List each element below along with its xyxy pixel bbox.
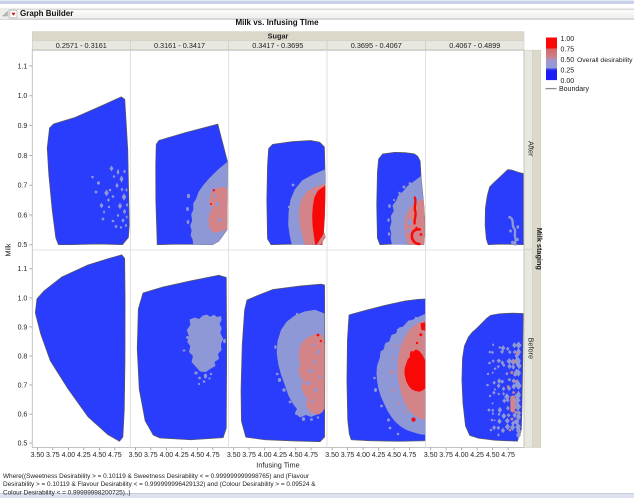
svg-text:0.50: 0.50 — [561, 57, 575, 64]
svg-text:3.50: 3.50 — [325, 452, 339, 459]
svg-text:4.25: 4.25 — [77, 452, 91, 459]
svg-text:3.50: 3.50 — [424, 452, 438, 459]
svg-text:3.50: 3.50 — [227, 452, 241, 459]
svg-text:Colour Desirability < = 0.9999: Colour Desirability < = 0.99999998200725… — [3, 489, 131, 496]
svg-text:0.8: 0.8 — [18, 353, 28, 360]
svg-text:1.1: 1.1 — [18, 63, 28, 70]
svg-text:Sugar: Sugar — [268, 31, 289, 40]
svg-text:4.25: 4.25 — [372, 452, 386, 459]
svg-text:3.75: 3.75 — [341, 452, 355, 459]
svg-text:0.3695 - 0.4067: 0.3695 - 0.4067 — [351, 41, 402, 50]
svg-text:4.00: 4.00 — [258, 452, 272, 459]
svg-text:4.25: 4.25 — [273, 452, 287, 459]
svg-text:0.6: 0.6 — [18, 212, 28, 219]
svg-text:1.0: 1.0 — [18, 295, 28, 302]
svg-text:1.00: 1.00 — [561, 36, 575, 43]
svg-text:Overall desirability: Overall desirability — [577, 57, 633, 64]
svg-text:0.7: 0.7 — [18, 382, 28, 389]
svg-text:4.00: 4.00 — [62, 452, 76, 459]
svg-text:4.25: 4.25 — [470, 452, 484, 459]
svg-text:3.50: 3.50 — [129, 452, 143, 459]
svg-text:4.50: 4.50 — [93, 452, 107, 459]
svg-text:4.75: 4.75 — [304, 452, 318, 459]
svg-text:0.75: 0.75 — [561, 46, 575, 53]
svg-text:0.9: 0.9 — [18, 324, 28, 331]
svg-text:4.25: 4.25 — [175, 452, 189, 459]
svg-text:Before: Before — [527, 338, 536, 360]
svg-text:3.75: 3.75 — [242, 452, 256, 459]
svg-text:0.9: 0.9 — [18, 123, 28, 130]
svg-text:4.00: 4.00 — [160, 452, 174, 459]
svg-text:Milk vs. Infusing TIme: Milk vs. Infusing TIme — [235, 18, 319, 27]
svg-text:4.75: 4.75 — [403, 452, 417, 459]
svg-text:1.0: 1.0 — [18, 93, 28, 100]
svg-text:After: After — [527, 141, 536, 157]
svg-text:4.50: 4.50 — [387, 452, 401, 459]
svg-text:3.75: 3.75 — [439, 452, 453, 459]
svg-text:4.50: 4.50 — [191, 452, 205, 459]
svg-text:4.50: 4.50 — [289, 452, 303, 459]
svg-text:Boundary: Boundary — [559, 86, 589, 93]
svg-text:0.8: 0.8 — [18, 153, 28, 160]
svg-text:4.75: 4.75 — [206, 452, 220, 459]
svg-text:0.00: 0.00 — [561, 78, 575, 85]
svg-text:Milk staging: Milk staging — [535, 228, 544, 270]
svg-text:0.5: 0.5 — [18, 242, 28, 249]
svg-text:0.4067 - 0.4899: 0.4067 - 0.4899 — [449, 41, 500, 50]
svg-text:0.25: 0.25 — [561, 68, 575, 75]
svg-text:4.00: 4.00 — [356, 452, 370, 459]
svg-text:Milk: Milk — [4, 243, 13, 256]
svg-text:4.50: 4.50 — [486, 452, 500, 459]
svg-text:0.2571 - 0.3161: 0.2571 - 0.3161 — [56, 41, 107, 50]
svg-text:4.75: 4.75 — [501, 452, 515, 459]
svg-text:0.6: 0.6 — [18, 412, 28, 419]
svg-text:0.7: 0.7 — [18, 183, 28, 190]
svg-text:Infusing Time: Infusing Time — [256, 461, 299, 470]
svg-text:0.5: 0.5 — [18, 441, 28, 448]
svg-text:0.3161 - 0.3417: 0.3161 - 0.3417 — [154, 41, 205, 50]
svg-text:Desirability > = 0.10119 & Fla: Desirability > = 0.10119 & Flavour Desir… — [3, 481, 316, 488]
svg-text:1.1: 1.1 — [18, 266, 28, 273]
svg-text:4.75: 4.75 — [108, 452, 122, 459]
svg-text:4.00: 4.00 — [455, 452, 469, 459]
svg-text:3.50: 3.50 — [31, 452, 45, 459]
svg-text:0.3417 - 0.3695: 0.3417 - 0.3695 — [252, 41, 303, 50]
svg-text:Where((Sweetness Desirability: Where((Sweetness Desirability > = 0.1011… — [3, 473, 310, 480]
svg-text:3.75: 3.75 — [46, 452, 60, 459]
svg-text:3.75: 3.75 — [144, 452, 158, 459]
